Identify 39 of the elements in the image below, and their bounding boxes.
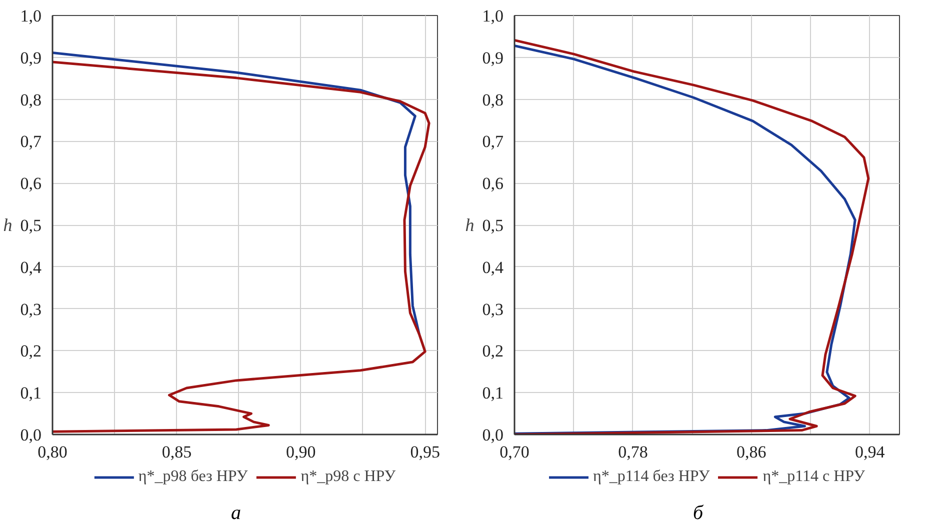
- y-tick-label: 0,5: [20, 216, 42, 235]
- y-axis-title: h: [465, 215, 474, 235]
- y-tick-label: 0,8: [20, 90, 42, 110]
- x-tick-label: 0,85: [162, 442, 192, 462]
- legend-label: η*_р114 с НРУ: [762, 468, 865, 486]
- y-tick-label: 0,5: [482, 216, 504, 235]
- line-series: [52, 60, 430, 433]
- y-tick-label: 0,9: [20, 48, 42, 68]
- x-tick-label: 0,86: [736, 442, 766, 462]
- y-tick-label: 0,2: [20, 342, 42, 361]
- x-tick-label: 0,95: [410, 442, 440, 462]
- legend-label: η*_р98 без НРУ: [138, 468, 248, 486]
- x-tick-label: 0,70: [500, 442, 530, 462]
- y-tick-label: 0,7: [482, 132, 504, 152]
- y-tick-label: 0,6: [482, 174, 504, 194]
- x-tick-label: 0,90: [286, 442, 316, 462]
- y-tick-label: 0,1: [482, 384, 504, 403]
- y-tick-label: 0,0: [20, 426, 42, 444]
- legend-label: η*_р98 с НРУ: [300, 468, 396, 486]
- y-tick-label: 1,0: [482, 6, 504, 26]
- y-tick-label: 0,0: [482, 426, 504, 444]
- x-tick-label: 0,80: [38, 442, 68, 462]
- y-tick-label: 0,3: [482, 300, 504, 319]
- y-tick-label: 0,9: [482, 48, 504, 68]
- y-tick-label: 0,3: [20, 300, 42, 319]
- y-axis-title: h: [3, 215, 12, 235]
- y-tick-label: 0,1: [20, 384, 42, 403]
- y-tick-label: 0,2: [482, 342, 504, 361]
- y-tick-label: 0,4: [20, 258, 42, 277]
- legend-label: η*_р114 без НРУ: [593, 468, 710, 486]
- x-tick-label: 0,94: [855, 442, 886, 462]
- y-tick-label: 1,0: [20, 6, 42, 26]
- y-tick-label: 0,4: [482, 258, 504, 277]
- text: а: [231, 501, 241, 526]
- text: б: [692, 501, 704, 526]
- x-tick-label: 0,78: [618, 442, 648, 462]
- y-tick-label: 0,8: [482, 90, 504, 110]
- y-tick-label: 0,7: [20, 132, 42, 152]
- y-tick-label: 0,6: [20, 174, 42, 194]
